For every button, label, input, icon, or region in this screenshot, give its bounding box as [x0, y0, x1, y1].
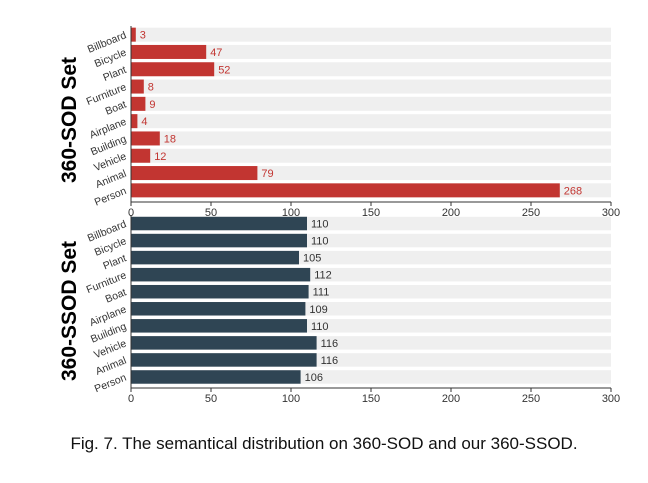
- data-label: 116: [321, 338, 339, 350]
- data-label: 110: [311, 219, 329, 231]
- background-band: [131, 79, 611, 94]
- bar-plant: [131, 62, 215, 77]
- x-tick-label: 250: [522, 393, 540, 405]
- x-tick-label: 200: [442, 207, 460, 219]
- bar-furniture: [131, 267, 311, 282]
- bar-person: [131, 370, 301, 384]
- background-band: [131, 62, 611, 77]
- background-band: [131, 96, 611, 111]
- data-label: 106: [305, 372, 323, 384]
- bar-airplane: [131, 302, 306, 316]
- background-band: [131, 44, 611, 59]
- data-label: 52: [218, 64, 230, 76]
- bar-building: [131, 131, 160, 146]
- data-label: 4: [141, 116, 147, 128]
- bar-boat: [131, 96, 146, 111]
- bar-boat: [131, 284, 309, 299]
- panel-label: 360-SOD Set: [58, 57, 81, 183]
- data-label: 112: [314, 270, 332, 282]
- bar-animal: [131, 353, 317, 367]
- x-tick-label: 150: [362, 207, 380, 219]
- data-label: 47: [210, 47, 222, 59]
- bar-billboard: [131, 27, 136, 42]
- background-band: [131, 131, 611, 146]
- x-tick-label: 0: [128, 207, 134, 219]
- category-label: Boat: [104, 286, 129, 305]
- bar-plant: [131, 250, 299, 265]
- data-label: 116: [321, 355, 339, 367]
- x-tick-label: 300: [602, 207, 620, 219]
- bar-person: [131, 183, 560, 198]
- data-label: 79: [261, 168, 273, 180]
- x-tick-label: 100: [282, 207, 300, 219]
- bar-airplane: [131, 114, 138, 129]
- data-label: 110: [311, 321, 329, 333]
- data-label: 12: [154, 151, 166, 163]
- bar-furniture: [131, 79, 144, 94]
- x-tick-label: 150: [362, 393, 380, 405]
- data-label: 105: [303, 253, 321, 265]
- data-label: 268: [564, 185, 582, 197]
- category-label: Boat: [104, 98, 129, 117]
- data-label: 9: [149, 99, 155, 111]
- bar-billboard: [131, 216, 307, 231]
- bar-bicycle: [131, 233, 307, 248]
- background-band: [131, 114, 611, 129]
- background-band: [131, 148, 611, 163]
- data-label: 109: [309, 304, 327, 316]
- panel-label: 360-SSOD Set: [58, 241, 81, 381]
- figure-caption: Fig. 7. The semantical distribution on 3…: [70, 434, 578, 453]
- x-tick-label: 50: [205, 393, 217, 405]
- data-label: 110: [311, 236, 329, 248]
- bar-vehicle: [131, 148, 151, 163]
- bar-vehicle: [131, 336, 317, 350]
- data-label: 111: [313, 287, 330, 299]
- bar-building: [131, 319, 307, 333]
- category-label: Plant: [101, 64, 128, 84]
- bar-animal: [131, 166, 258, 181]
- data-label: 3: [140, 30, 146, 42]
- bar-bicycle: [131, 44, 207, 59]
- background-band: [131, 27, 611, 42]
- data-label: 8: [148, 82, 154, 94]
- x-tick-label: 250: [522, 207, 540, 219]
- x-tick-label: 200: [442, 393, 460, 405]
- x-tick-label: 100: [282, 393, 300, 405]
- x-tick-label: 300: [602, 393, 620, 405]
- x-tick-label: 0: [128, 393, 134, 405]
- x-tick-label: 50: [205, 207, 217, 219]
- data-label: 18: [164, 133, 176, 145]
